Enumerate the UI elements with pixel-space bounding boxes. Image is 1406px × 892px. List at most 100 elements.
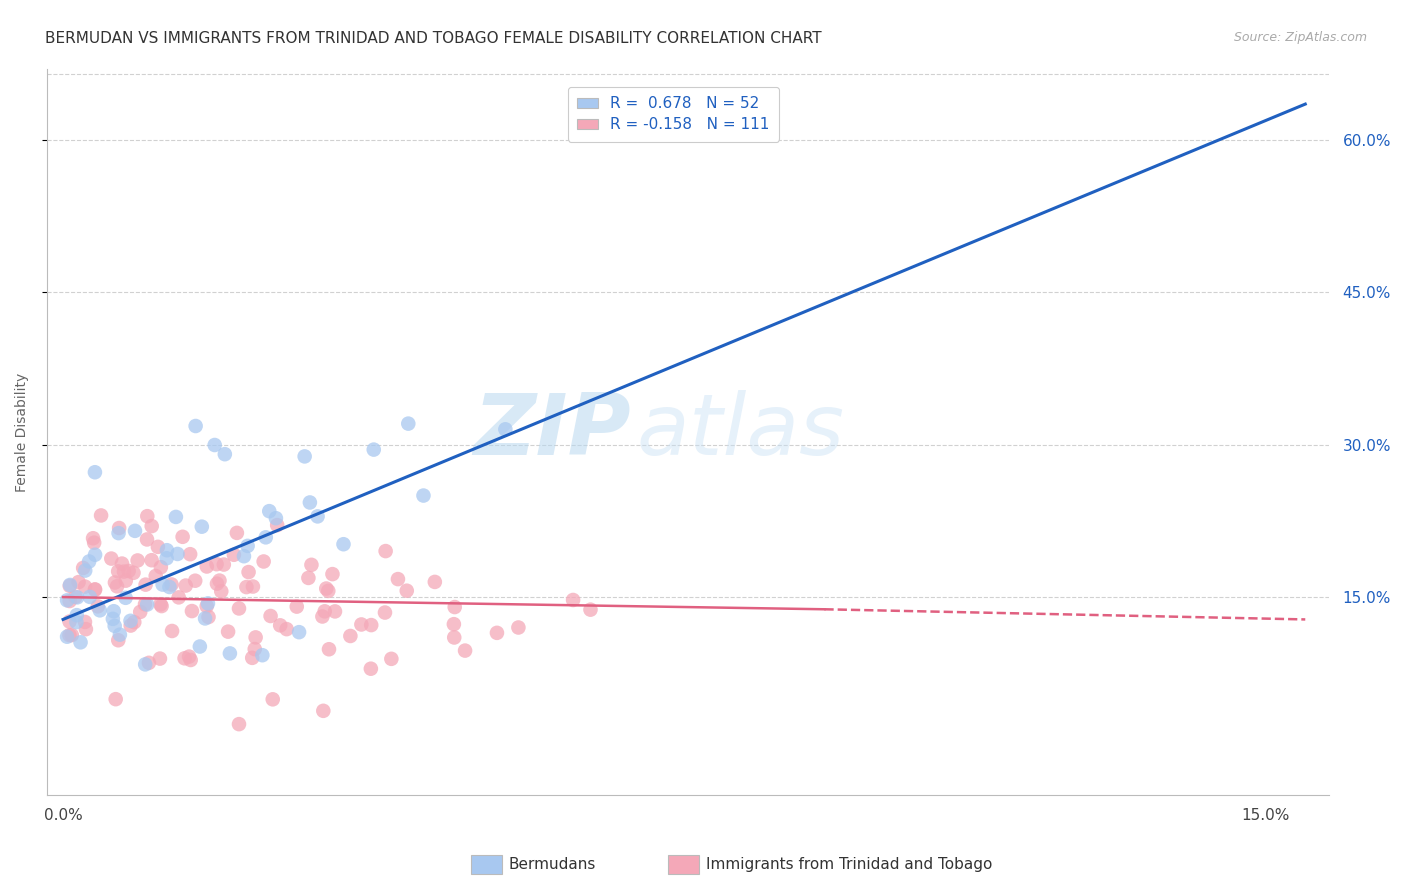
Point	[311, 609, 333, 624]
Point	[454, 643, 477, 657]
Point	[222, 548, 245, 562]
Point	[298, 495, 321, 509]
Point	[90, 508, 112, 523]
Point	[141, 553, 163, 567]
Point	[494, 422, 516, 436]
Point	[208, 574, 231, 588]
Point	[58, 615, 80, 629]
Point	[197, 596, 219, 610]
Point	[181, 604, 204, 618]
Point	[165, 510, 187, 524]
Point	[412, 489, 434, 503]
Point	[184, 419, 207, 434]
Point	[84, 548, 107, 562]
Point	[395, 583, 418, 598]
Point	[104, 575, 127, 590]
Point	[65, 615, 87, 629]
Point	[66, 591, 89, 605]
Point	[58, 628, 80, 642]
Point	[233, 549, 256, 564]
Point	[235, 580, 257, 594]
Point	[107, 565, 129, 579]
Point	[138, 656, 160, 670]
Point	[508, 620, 530, 634]
Point	[228, 717, 250, 731]
Point	[56, 630, 79, 644]
Point	[321, 567, 343, 582]
Point	[318, 642, 340, 657]
Point	[396, 417, 419, 431]
Point	[134, 597, 156, 611]
Point	[332, 537, 354, 551]
Point	[104, 619, 127, 633]
Point	[316, 583, 339, 598]
Point	[219, 647, 242, 661]
Point	[360, 662, 382, 676]
Point	[174, 578, 197, 592]
Legend: R =  0.678   N = 52, R = -0.158   N = 111: R = 0.678 N = 52, R = -0.158 N = 111	[568, 87, 779, 142]
Point	[209, 584, 232, 599]
Point	[122, 566, 145, 580]
Point	[127, 553, 149, 567]
Point	[117, 564, 139, 578]
Point	[136, 598, 159, 612]
Point	[107, 633, 129, 648]
Point	[276, 622, 298, 636]
Point	[217, 624, 239, 639]
Point	[65, 590, 87, 604]
Point	[323, 604, 346, 618]
Point	[129, 605, 152, 619]
Point	[84, 582, 107, 597]
Point	[350, 617, 373, 632]
Point	[112, 565, 135, 579]
Text: atlas: atlas	[637, 391, 845, 474]
Point	[253, 554, 276, 568]
Point	[254, 530, 277, 544]
Point	[259, 504, 281, 518]
Point	[179, 547, 201, 561]
Point	[120, 614, 142, 628]
Point	[141, 519, 163, 533]
Point	[579, 602, 602, 616]
Point	[339, 629, 361, 643]
Point	[443, 631, 465, 645]
Point	[89, 603, 111, 617]
Point	[228, 601, 250, 615]
Point	[124, 524, 146, 538]
Point	[72, 561, 94, 575]
Point	[156, 551, 179, 566]
Point	[149, 598, 172, 612]
Point	[152, 577, 174, 591]
Point	[82, 531, 104, 545]
Point	[363, 442, 385, 457]
Point	[243, 642, 266, 657]
Point	[111, 557, 134, 571]
Point	[314, 604, 336, 618]
Point	[73, 580, 96, 594]
Point	[177, 649, 200, 664]
Point	[114, 591, 136, 605]
Point	[212, 558, 235, 572]
Point	[84, 465, 107, 479]
Text: ZIP: ZIP	[472, 391, 630, 474]
Point	[205, 576, 228, 591]
Point	[100, 551, 122, 566]
Point	[387, 572, 409, 586]
Point	[197, 610, 219, 624]
Point	[79, 590, 101, 604]
Point	[214, 447, 236, 461]
Point	[75, 564, 97, 578]
Point	[104, 692, 127, 706]
Point	[160, 577, 183, 591]
Point	[66, 608, 89, 623]
Point	[285, 599, 308, 614]
Point	[443, 600, 465, 615]
Point	[59, 579, 82, 593]
Point	[124, 615, 146, 629]
Point	[69, 635, 91, 649]
Point	[360, 618, 382, 632]
Point	[73, 615, 96, 629]
Point	[83, 535, 105, 549]
Point	[159, 580, 181, 594]
Point	[145, 569, 167, 583]
